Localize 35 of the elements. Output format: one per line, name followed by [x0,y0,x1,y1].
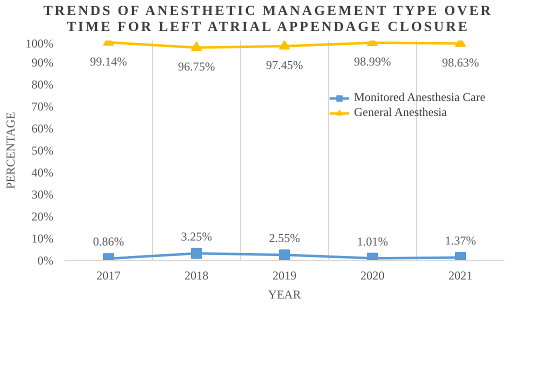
data-label: 2.55% [269,230,300,245]
legend-label: General Anesthesia [354,105,447,120]
data-label: 3.25% [181,229,212,244]
x-tick-label: 2020 [360,268,384,282]
data-label: 97.45% [266,58,303,72]
y-tick-label: 60% [32,122,54,136]
point [279,249,290,260]
y-tick-label: 90% [32,56,54,70]
data-label: 1.01% [357,234,388,248]
data-label: 1.37% [445,233,476,248]
x-tick-label: 2019 [272,268,296,282]
y-tick-label: 80% [32,78,54,92]
legend-label: Monitored Anesthesia Care [354,90,486,105]
data-label: 99.14% [90,54,127,68]
x-tick-label: 2017 [96,268,120,282]
data-label: 98.63% [442,56,479,70]
x-tick-label: 2021 [448,268,472,282]
chart-title: TRENDS OF ANESTHETIC MANAGEMENT TYPE OVER TIME FOR LEFT ATRIAL APPENDAGE CLOSURE [43,4,493,36]
y-tick-label: 50% [32,144,54,158]
data-label: 98.99% [354,54,391,69]
y-tick-label: 70% [32,100,54,114]
y-tick-label: 0% [38,254,54,268]
y-tick-label: 40% [32,166,54,180]
point [455,252,466,260]
data-label: 0.86% [93,234,124,249]
y-tick-label: 10% [32,232,54,246]
x-axis-title: YEAR [268,288,301,302]
y-tick-label: 100% [26,36,54,50]
point [279,40,290,50]
y-tick-label: 30% [32,188,54,202]
y-tick-label: 20% [32,210,54,224]
point [191,248,202,259]
x-tick-label: 2018 [184,268,208,282]
data-label: 96.75% [178,60,215,74]
y-axis-title: PERCENTAGE [4,112,18,190]
